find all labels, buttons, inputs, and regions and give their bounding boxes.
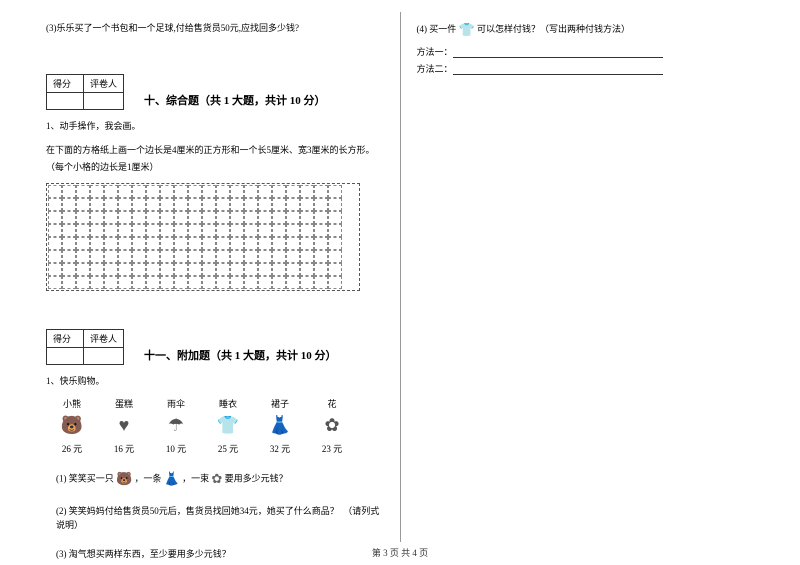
sub1-text-d: 要用多少元钱？ (225, 473, 288, 483)
shop-item: 小熊 🐻 26 元 (46, 397, 98, 455)
sub-question-1: (1) 笑笑买一只 🐻 ，一条 👗 ，一束 ✿ 要用多少元钱？ (56, 469, 384, 490)
shop-item: 蛋糕 ♥ 16 元 (98, 397, 150, 455)
section-10-title: 十、综合题（共 1 大题，共计 10 分） (144, 92, 326, 110)
item-price: 23 元 (306, 442, 358, 455)
item-icon: ✿ (306, 413, 358, 439)
page-footer: 第 3 页 共 4 页 (0, 546, 800, 559)
item-price: 25 元 (202, 442, 254, 455)
question-3: (3)乐乐买了一个书包和一个足球,付给售货员50元,应找回多少钱? (46, 20, 384, 36)
items-row: 小熊 🐻 26 元 蛋糕 ♥ 16 元 雨伞 ☂ 10 元 睡衣 👕 25 元 裙子 👗 32 元 花 ✿ 23 … (46, 397, 384, 455)
item-label: 雨伞 (150, 397, 202, 410)
shop-item: 睡衣 👕 25 元 (202, 397, 254, 455)
reviewer-cell (84, 93, 124, 110)
score-label: 得分 (47, 329, 84, 347)
shop-item: 裙子 👗 32 元 (254, 397, 306, 455)
sub1-text-a: (1) 笑笑买一只 (56, 473, 114, 483)
item-icon: ♥ (98, 413, 150, 439)
flower-icon: ✿ (211, 469, 222, 490)
shop-item: 花 ✿ 23 元 (306, 397, 358, 455)
item-icon: 🐻 (46, 413, 98, 439)
item-price: 32 元 (254, 442, 306, 455)
item-label: 花 (306, 397, 358, 410)
question-4: (4) 买一件 👕 可以怎样付钱？（写出两种付钱方法） (417, 18, 755, 41)
score-table-11: 得分 评卷人 (46, 329, 124, 365)
right-column: (4) 买一件 👕 可以怎样付钱？（写出两种付钱方法） 方法一： 方法二： (401, 12, 771, 542)
section-10-q1-body: 在下面的方格纸上画一个边长是4厘米的正方形和一个长5厘米、宽3厘米的长方形。（每… (46, 142, 384, 174)
section-11-q1-head: 1、快乐购物。 (46, 373, 384, 389)
item-label: 蛋糕 (98, 397, 150, 410)
skirt-icon: 👗 (164, 469, 180, 490)
method-1-row: 方法一： (417, 45, 755, 58)
method-1-line (453, 45, 663, 58)
item-label: 睡衣 (202, 397, 254, 410)
item-icon: 👕 (202, 413, 254, 439)
q4-text-b: 可以怎样付钱？（写出两种付钱方法） (477, 24, 630, 34)
sub1-text-c: ，一束 (182, 473, 209, 483)
q4-text-a: (4) 买一件 (417, 24, 457, 34)
item-price: 26 元 (46, 442, 98, 455)
section-11-header: 得分 评卷人 十一、附加题（共 1 大题，共计 10 分） (46, 309, 384, 365)
reviewer-cell (84, 347, 124, 364)
reviewer-label: 评卷人 (84, 329, 124, 347)
method-2-label: 方法二： (417, 64, 453, 74)
score-label: 得分 (47, 75, 84, 93)
method-1-label: 方法一： (417, 47, 453, 57)
shop-item: 雨伞 ☂ 10 元 (150, 397, 202, 455)
section-10-header: 得分 评卷人 十、综合题（共 1 大题，共计 10 分） (46, 54, 384, 110)
left-column: (3)乐乐买了一个书包和一个足球,付给售货员50元,应找回多少钱? 得分 评卷人… (30, 12, 401, 542)
section-10-q1-head: 1、动手操作，我会画。 (46, 118, 384, 134)
method-2-line (453, 62, 663, 75)
reviewer-label: 评卷人 (84, 75, 124, 93)
section-11-title: 十一、附加题（共 1 大题，共计 10 分） (144, 347, 337, 365)
item-price: 10 元 (150, 442, 202, 455)
bear-icon: 🐻 (116, 469, 132, 490)
method-2-row: 方法二： (417, 62, 755, 75)
score-cell (47, 347, 84, 364)
item-label: 裙子 (254, 397, 306, 410)
score-table-10: 得分 评卷人 (46, 74, 124, 110)
item-price: 16 元 (98, 442, 150, 455)
score-cell (47, 93, 84, 110)
sub1-text-b: ，一条 (134, 473, 161, 483)
sub-question-2: (2) 笑笑妈妈付给售货员50元后，售货员找回她34元，她买了什么商品？ （请列… (56, 504, 384, 533)
item-icon: ☂ (150, 413, 202, 439)
item-label: 小熊 (46, 397, 98, 410)
pajama-icon: 👕 (459, 18, 475, 41)
drawing-grid (46, 183, 360, 291)
item-icon: 👗 (254, 413, 306, 439)
